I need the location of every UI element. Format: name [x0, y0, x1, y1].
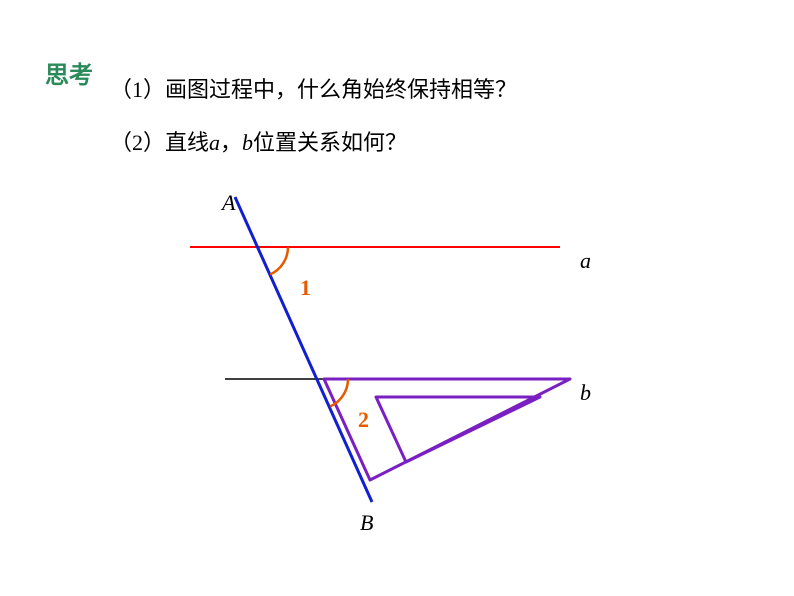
label-a: a [580, 248, 591, 274]
label-angle-2: 2 [358, 407, 369, 433]
geometry-diagram [0, 0, 794, 596]
slide-canvas: 思考 （1）画图过程中，什么角始终保持相等？ （2）直线a，b位置关系如何？ A… [0, 0, 794, 596]
line-AB [235, 197, 372, 502]
label-b: b [580, 380, 591, 406]
angle-2-arc [330, 379, 348, 406]
label-angle-1: 1 [300, 275, 311, 301]
angle-1-arc [270, 247, 288, 274]
label-B: B [360, 510, 373, 536]
label-A: A [222, 190, 235, 216]
